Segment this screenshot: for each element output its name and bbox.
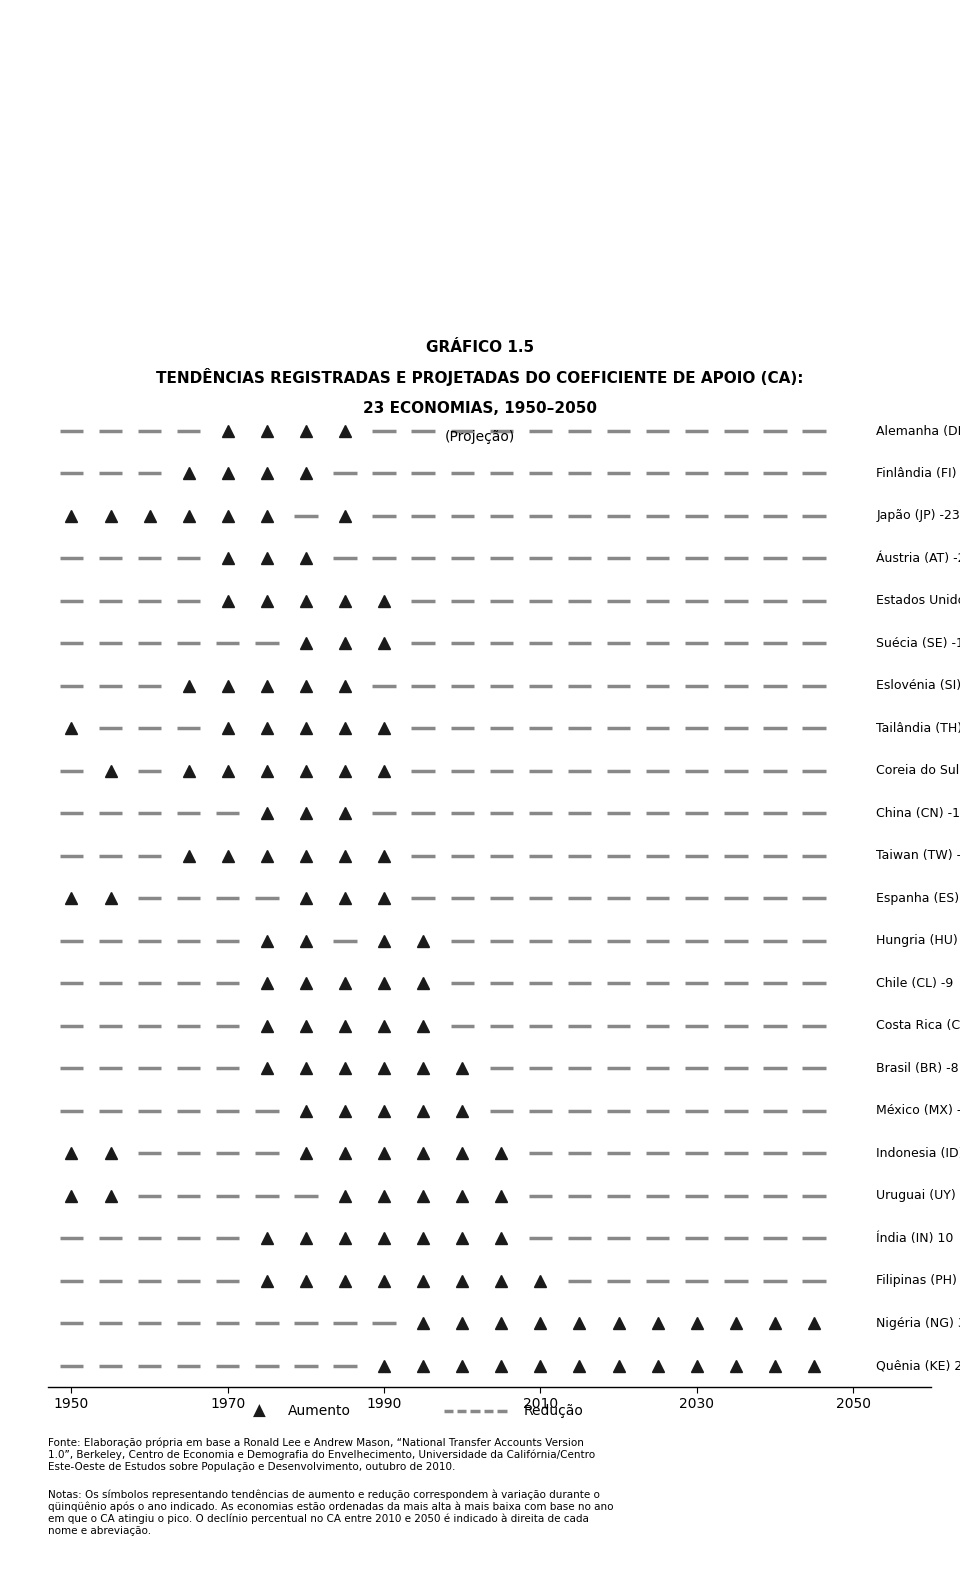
Text: Notas: Os símbolos representando tendências de aumento e redução correspondem à : Notas: Os símbolos representando tendênc… (48, 1489, 613, 1537)
Text: Finlândia (FI) -14: Finlândia (FI) -14 (876, 466, 960, 481)
Text: Eslovénia (SI) -26: Eslovénia (SI) -26 (876, 679, 960, 692)
Text: Indonesia (ID) 3: Indonesia (ID) 3 (876, 1147, 960, 1160)
Text: Japão (JP) -23: Japão (JP) -23 (876, 509, 960, 523)
Text: Uruguai (UY) 0: Uruguai (UY) 0 (876, 1190, 960, 1202)
Text: Redução: Redução (523, 1404, 583, 1417)
Text: Nigéria (NG) 36: Nigéria (NG) 36 (876, 1316, 960, 1330)
Text: TENDÊNCIAS REGISTRADAS E PROJETADAS DO COEFICIENTE DE APOIO (CA):: TENDÊNCIAS REGISTRADAS E PROJETADAS DO C… (156, 369, 804, 386)
Text: México (MX) -1: México (MX) -1 (876, 1105, 960, 1117)
Text: Quênia (KE) 25: Quênia (KE) 25 (876, 1359, 960, 1373)
Text: Filipinas (PH) 13: Filipinas (PH) 13 (876, 1273, 960, 1288)
Text: Aumento: Aumento (288, 1404, 351, 1417)
Text: Estados Unidos (EUA) -10: Estados Unidos (EUA) -10 (876, 594, 960, 607)
Text: (Projeção): (Projeção) (444, 430, 516, 444)
Text: ▲: ▲ (252, 1401, 266, 1420)
Text: Suécia (SE) -12: Suécia (SE) -12 (876, 637, 960, 649)
Text: Espanha (ES) -25: Espanha (ES) -25 (876, 892, 960, 905)
Text: Tailândia (TH) -12: Tailândia (TH) -12 (876, 722, 960, 734)
Text: Hungria (HU) -16: Hungria (HU) -16 (876, 935, 960, 947)
Text: 23 ECONOMIAS, 1950–2050: 23 ECONOMIAS, 1950–2050 (363, 400, 597, 416)
Text: Taiwan (TW) -28: Taiwan (TW) -28 (876, 849, 960, 862)
Text: Fonte: Elaboração própria em base a Ronald Lee e Andrew Mason, “National Transfe: Fonte: Elaboração própria em base a Rona… (48, 1437, 595, 1472)
Text: Coreia do Sul (KR) -24: Coreia do Sul (KR) -24 (876, 764, 960, 777)
Text: Áustria (AT) -21: Áustria (AT) -21 (876, 552, 960, 564)
Text: Alemanha (DE) -24: Alemanha (DE) -24 (876, 424, 960, 438)
Text: Costa Rica (CR) -6: Costa Rica (CR) -6 (876, 1020, 960, 1032)
Text: Índia (IN) 10: Índia (IN) 10 (876, 1232, 954, 1245)
Text: GRÁFICO 1.5: GRÁFICO 1.5 (426, 339, 534, 355)
Text: China (CN) -14: China (CN) -14 (876, 807, 960, 820)
Text: Brasil (BR) -8: Brasil (BR) -8 (876, 1062, 959, 1075)
Text: Chile (CL) -9: Chile (CL) -9 (876, 977, 953, 990)
